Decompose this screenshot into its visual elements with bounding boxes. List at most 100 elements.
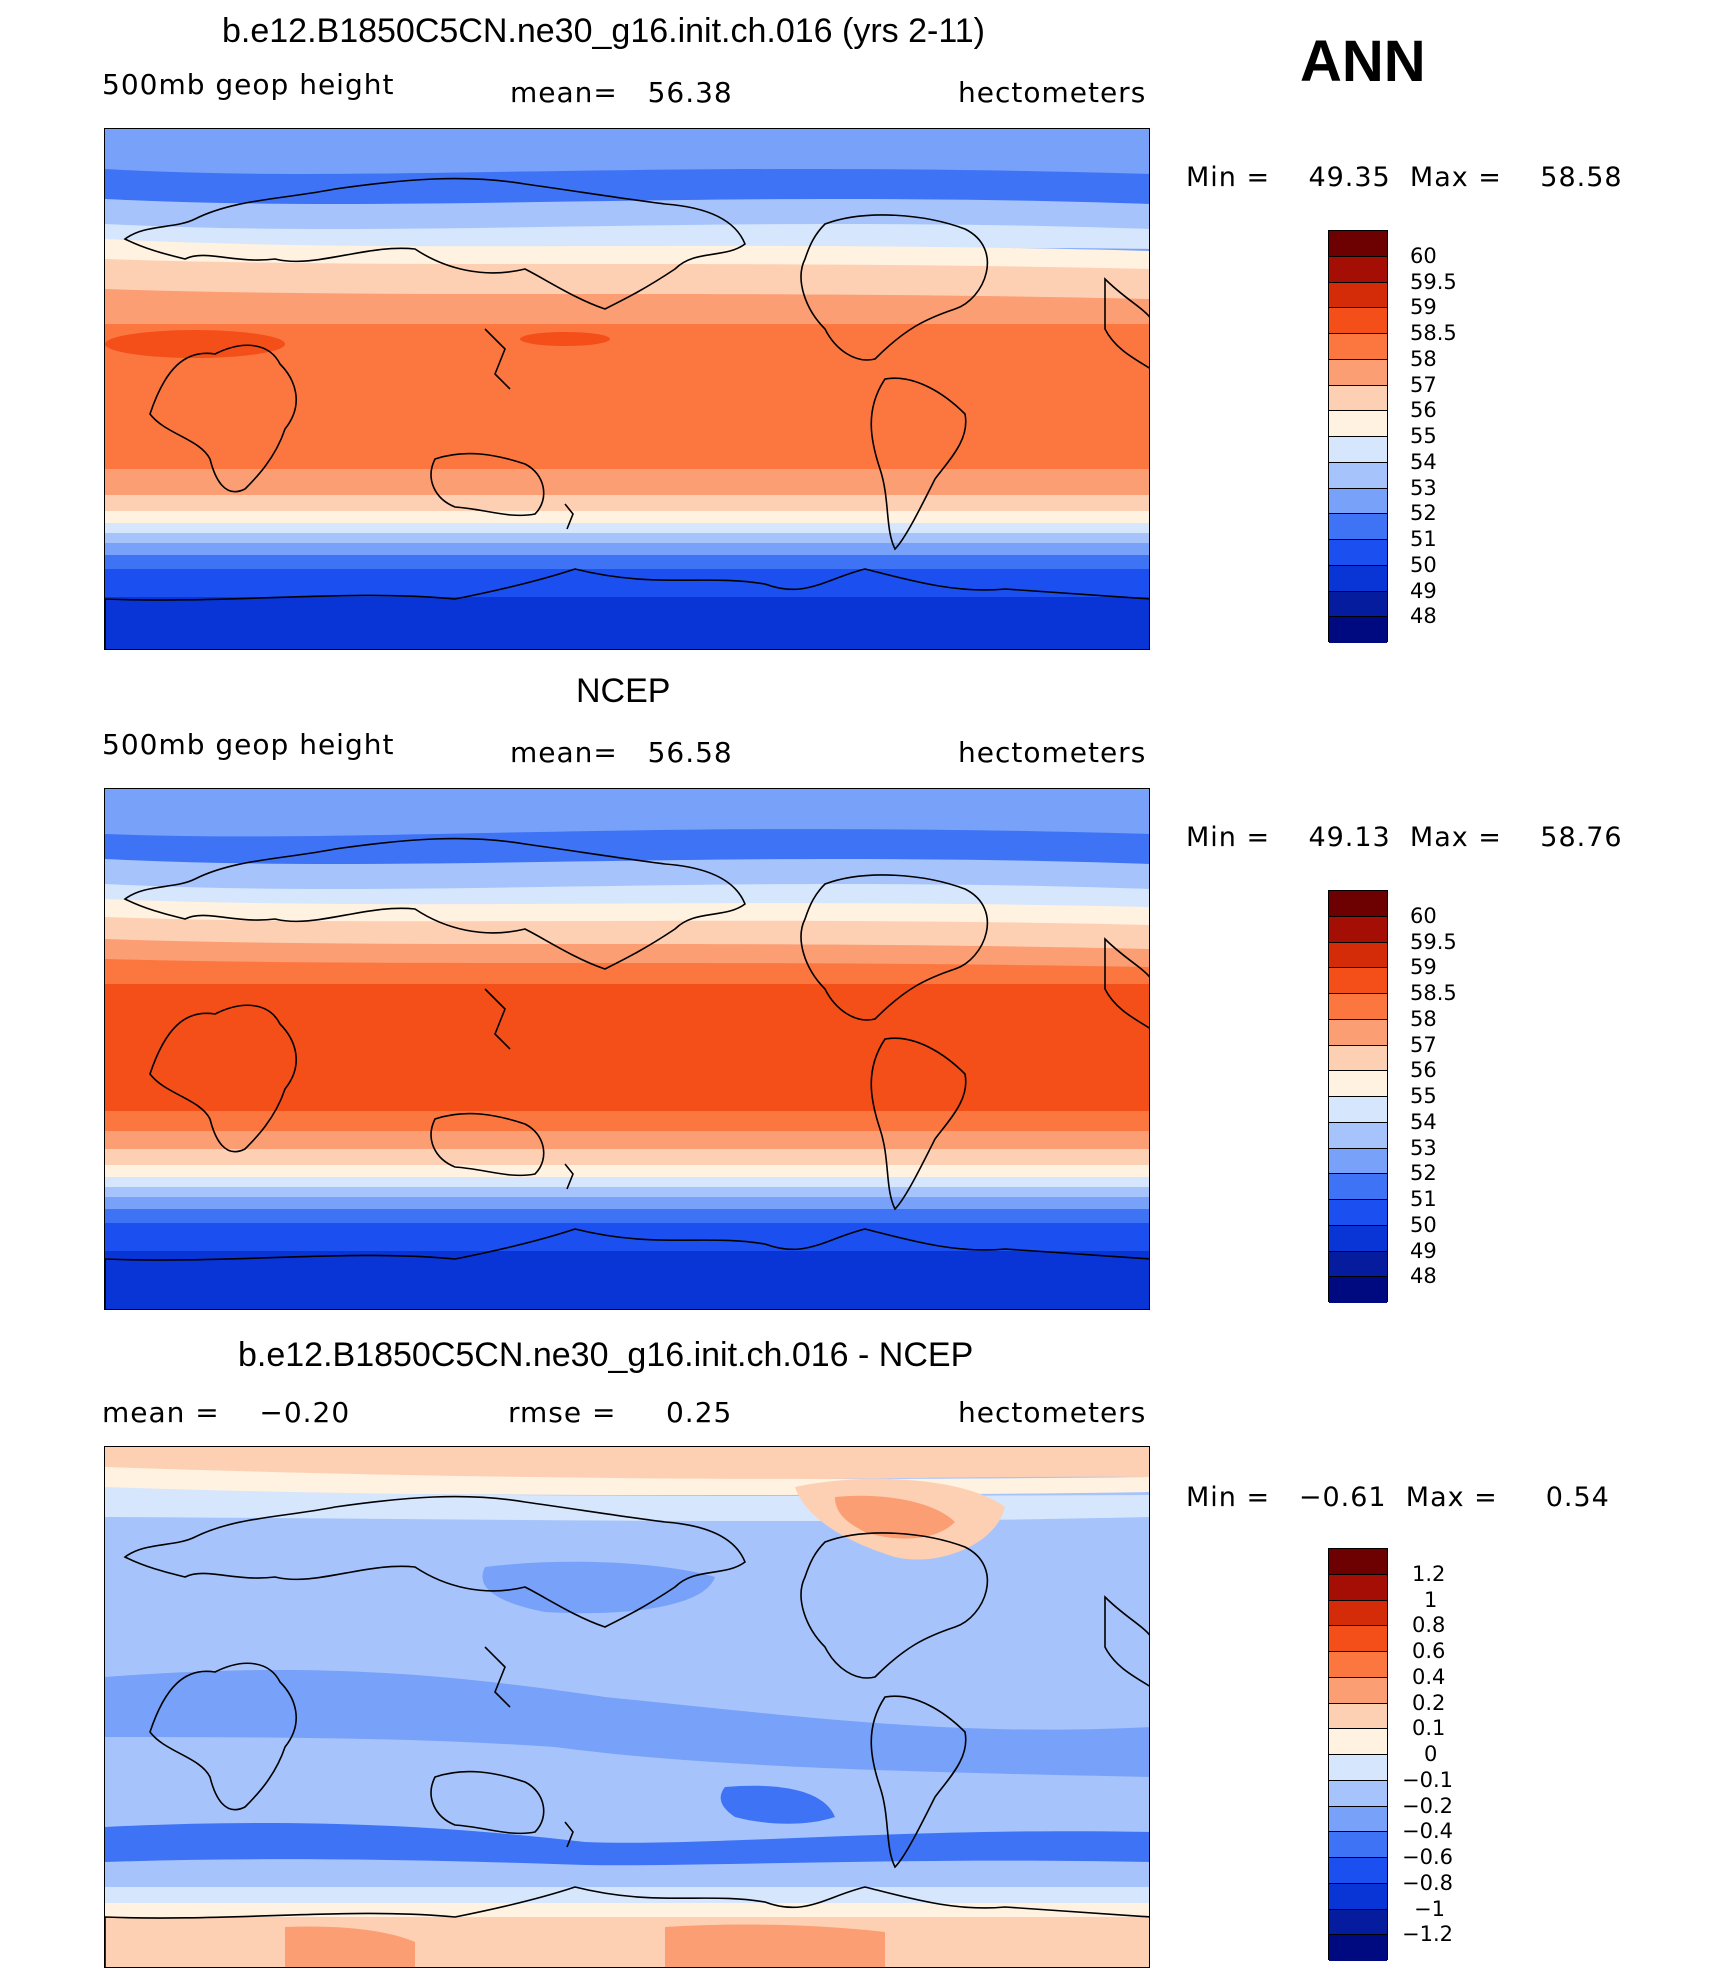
band [105, 1165, 1149, 1179]
band [720, 1785, 835, 1824]
band [105, 1903, 1149, 1919]
colorbar-segment [1329, 968, 1387, 994]
panel-left-label-model: 500mb geop height [102, 68, 395, 101]
colorbar-segment [1329, 462, 1387, 489]
panel-title-diff: b.e12.B1850C5CN.ne30_g16.init.ch.016 - N… [238, 1336, 974, 1374]
band [105, 1131, 1149, 1151]
colorbar-segment [1329, 565, 1387, 592]
band [285, 1926, 415, 1967]
colorbar-label: 0.4 [1412, 1665, 1446, 1689]
colorbar-label: 50 [1410, 1213, 1437, 1237]
colorbar-label: 51 [1410, 1187, 1437, 1211]
colorbar-segment [1329, 1277, 1387, 1303]
colorbar-label: 50 [1410, 553, 1437, 577]
colorbar-segment [1329, 1806, 1387, 1833]
colorbar-label: 58.5 [1410, 981, 1457, 1005]
colorbar-label: 57 [1410, 373, 1437, 397]
colorbar-label: −1 [1414, 1897, 1445, 1921]
colorbar-segment [1329, 994, 1387, 1020]
map-model-svg [105, 129, 1149, 649]
panel-minmax-obs: Min = 49.13 Max = 58.76 [1186, 822, 1623, 853]
panel-units-obs: hectometers [958, 736, 1147, 769]
colorbar-label: 55 [1410, 424, 1437, 448]
colorbar-segment [1329, 1832, 1387, 1858]
band [105, 543, 1149, 557]
colorbar-label: 52 [1410, 501, 1437, 525]
colorbar-label: −0.6 [1402, 1845, 1453, 1869]
colorbar-segment [1329, 359, 1387, 386]
season-label: ANN [1300, 29, 1426, 94]
colorbar-segment [1329, 411, 1387, 437]
band [105, 259, 1149, 304]
colorbar-label: 55 [1410, 1084, 1437, 1108]
colorbar-label: 48 [1410, 1264, 1437, 1288]
colorbar-segment [1329, 617, 1387, 643]
panel-mean-diff: mean = −0.20 [102, 1396, 351, 1429]
band [105, 1822, 1149, 1866]
colorbar-label: 56 [1410, 1058, 1437, 1082]
band [105, 597, 1149, 649]
colorbar-diff [1328, 1548, 1388, 1961]
colorbar-label: 60 [1410, 904, 1437, 928]
panel-left-label-obs: 500mb geop height [102, 728, 395, 761]
colorbar-segment [1329, 231, 1387, 257]
band [105, 1187, 1149, 1199]
colorbar-label: −1.2 [1402, 1922, 1453, 1946]
map-diff-svg [105, 1447, 1149, 1967]
colorbar-segment [1329, 334, 1387, 360]
colorbar-segment [1329, 1703, 1387, 1730]
colorbar-segment [1329, 437, 1387, 463]
colorbar-segment [1329, 1600, 1387, 1627]
panel-title-obs: NCEP [576, 672, 671, 710]
colorbar-segment [1329, 308, 1387, 334]
colorbar-label: 49 [1410, 579, 1437, 603]
colorbar-segment [1329, 1935, 1387, 1961]
colorbar-label: 0.2 [1412, 1691, 1446, 1715]
band [835, 1495, 955, 1539]
colorbar-segment [1329, 942, 1387, 969]
band [665, 1924, 885, 1967]
colorbar-segment [1329, 256, 1387, 283]
colorbar-segment [1329, 1858, 1387, 1884]
colorbar-label: 0 [1424, 1742, 1438, 1766]
colorbar-segment [1329, 1148, 1387, 1175]
band [105, 984, 1149, 1114]
band [105, 1887, 1149, 1907]
panel-mean-obs: mean= 56.58 [510, 736, 733, 769]
band [105, 1251, 1149, 1309]
colorbar-label: 0.8 [1412, 1613, 1446, 1637]
colorbar-segment [1329, 1200, 1387, 1226]
band [105, 569, 1149, 599]
band [105, 289, 1149, 329]
band [105, 1447, 1149, 1482]
colorbar-label: −0.8 [1402, 1871, 1453, 1895]
band [105, 224, 1149, 253]
colorbar-segment [1329, 385, 1387, 412]
colorbar-label: 57 [1410, 1033, 1437, 1057]
colorbar-label: 58 [1410, 1007, 1437, 1031]
colorbar-label: −0.4 [1402, 1819, 1453, 1843]
colorbar-segment [1329, 1225, 1387, 1252]
colorbar-label: 48 [1410, 604, 1437, 628]
map-obs-svg [105, 789, 1149, 1309]
coastlines [105, 177, 1149, 649]
band [105, 1111, 1149, 1133]
colorbar-label: 59 [1410, 295, 1437, 319]
colorbar-segment [1329, 1652, 1387, 1678]
colorbar-label: 1.2 [1412, 1562, 1446, 1586]
colorbar-obs [1328, 890, 1388, 1303]
panel-title-model: b.e12.B1850C5CN.ne30_g16.init.ch.016 (yr… [222, 12, 985, 50]
colorbar-segment [1329, 1729, 1387, 1755]
colorbar-segment [1329, 1677, 1387, 1704]
map-model [104, 128, 1150, 650]
colorbar-segment [1329, 1045, 1387, 1072]
colorbar-segment [1329, 1574, 1387, 1601]
band [105, 469, 1149, 497]
colorbar-label: 59 [1410, 955, 1437, 979]
colorbar-label: 56 [1410, 398, 1437, 422]
colorbar-segment [1329, 591, 1387, 618]
coastlines [105, 837, 1149, 1309]
colorbar-model [1328, 230, 1388, 643]
panel-units-diff: hectometers [958, 1396, 1147, 1429]
colorbar-segment [1329, 540, 1387, 566]
